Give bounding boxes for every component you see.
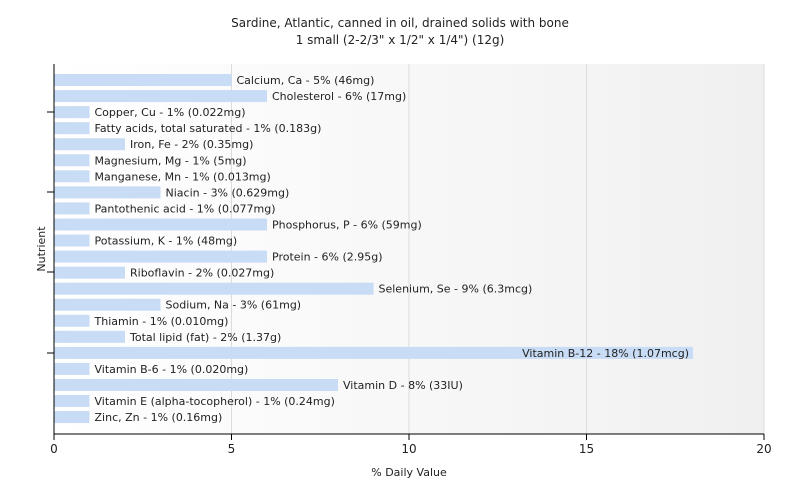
bar-label: Pantothenic acid - 1% (0.077mg) (95, 202, 276, 215)
bar-label: Selenium, Se - 9% (6.3mcg) (379, 283, 533, 296)
bar-label: Vitamin D - 8% (33IU) (343, 379, 463, 392)
bar-label: Cholesterol - 6% (17mg) (272, 90, 406, 103)
bar-label: Potassium, K - 1% (48mg) (95, 235, 238, 248)
bar (54, 330, 125, 343)
bar-label: Riboflavin - 2% (0.027mg) (130, 267, 274, 280)
bar (54, 218, 267, 231)
bar (54, 202, 90, 215)
bar (54, 282, 374, 295)
bar (54, 74, 232, 87)
x-tick-label: 15 (579, 442, 594, 456)
bar (54, 378, 338, 391)
bar (54, 170, 90, 183)
bar (54, 138, 125, 151)
bar-label: Calcium, Ca - 5% (46mg) (237, 74, 375, 87)
x-tick-label: 5 (228, 442, 236, 456)
bar-label: Manganese, Mn - 1% (0.013mg) (95, 170, 271, 183)
bar-label: Vitamin B-12 - 18% (1.07mcg) (522, 347, 689, 360)
x-axis-label: % Daily Value (371, 466, 447, 479)
bar (54, 346, 693, 359)
bar (54, 90, 267, 103)
bar-label: Sodium, Na - 3% (61mg) (166, 299, 302, 312)
bar (54, 266, 125, 279)
bar-label: Thiamin - 1% (0.010mg) (94, 315, 229, 328)
bar (54, 395, 90, 408)
chart-subtitle: 1 small (2-2/3" x 1/2" x 1/4") (12g) (296, 33, 505, 47)
bar-label: Zinc, Zn - 1% (0.16mg) (95, 411, 223, 424)
bar-label: Vitamin B-6 - 1% (0.020mg) (95, 363, 249, 376)
bar-label: Protein - 6% (2.95g) (272, 251, 383, 264)
bar (54, 298, 161, 311)
bar-label: Total lipid (fat) - 2% (1.37g) (129, 331, 281, 344)
bar-label: Magnesium, Mg - 1% (5mg) (95, 154, 247, 167)
bar (54, 250, 267, 263)
bar (54, 106, 90, 119)
bar-label: Phosphorus, P - 6% (59mg) (272, 218, 422, 231)
bar-label: Fatty acids, total saturated - 1% (0.183… (95, 122, 322, 135)
bar (54, 186, 161, 199)
bar-label: Niacin - 3% (0.629mg) (166, 186, 290, 199)
bar-label: Iron, Fe - 2% (0.35mg) (130, 138, 253, 151)
y-axis-label: Nutrient (35, 226, 48, 272)
bar (54, 411, 90, 424)
x-tick-label: 10 (401, 442, 416, 456)
bar-label: Vitamin E (alpha-tocopherol) - 1% (0.24m… (95, 395, 335, 408)
grid-lines (231, 64, 765, 434)
chart-title: Sardine, Atlantic, canned in oil, draine… (231, 16, 569, 30)
x-ticks: 0 5 10 15 20 (50, 434, 772, 456)
y-axis-marks (47, 111, 54, 354)
bar (54, 154, 90, 167)
x-tick-label: 20 (756, 442, 771, 456)
bar (54, 234, 90, 247)
bar (54, 122, 90, 135)
bars: Calcium, Ca - 5% (46mg) Cholesterol - 6% … (54, 74, 693, 424)
bar (54, 314, 90, 327)
bar (54, 362, 90, 375)
x-tick-label: 0 (50, 442, 58, 456)
bar-label: Copper, Cu - 1% (0.022mg) (95, 106, 246, 119)
